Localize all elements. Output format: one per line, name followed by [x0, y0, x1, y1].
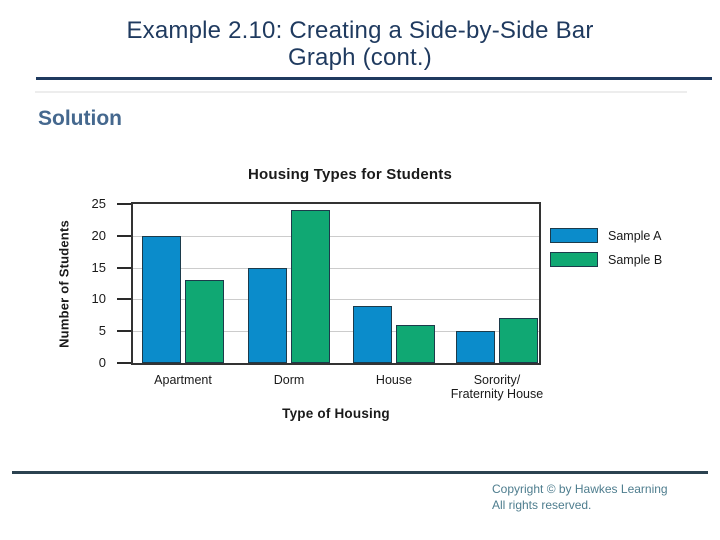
y-tick — [117, 266, 131, 269]
category-label: Sorority/Fraternity House — [450, 373, 544, 401]
bar-sample-b-1 — [291, 210, 330, 363]
plot-area — [131, 202, 541, 365]
title-underline — [36, 77, 712, 80]
y-tick-label: 0 — [98, 355, 106, 370]
slide-title: Example 2.10: Creating a Side-by-Side Ba… — [0, 17, 720, 71]
bar-sample-a-0 — [142, 236, 181, 363]
slide-title-line2: Graph (cont.) — [288, 44, 432, 71]
gridline — [133, 331, 539, 333]
y-tick-label: 25 — [91, 196, 106, 211]
category-label: House — [375, 373, 413, 387]
y-tick — [117, 203, 131, 205]
y-tick-label: 10 — [91, 291, 106, 307]
bar-sample-b-3 — [499, 318, 538, 363]
gridline — [133, 267, 539, 269]
copyright-line1: Copyright © by Hawkes Learning — [492, 482, 668, 496]
y-tick — [117, 362, 131, 364]
slide-title-line1: Example 2.10: Creating a Side-by-Side Ba… — [126, 17, 594, 44]
y-tick-label: 15 — [91, 259, 106, 275]
copyright-line2: All rights reserved. — [492, 497, 592, 512]
legend-swatch-sample-b — [550, 252, 598, 267]
legend-swatch-sample-a — [550, 228, 598, 243]
bar-sample-b-2 — [396, 325, 435, 363]
chart-title: Housing Types for Students — [247, 166, 453, 183]
bar-sample-b-0 — [185, 280, 224, 363]
footer-divider — [12, 471, 708, 474]
bar-sample-a-3 — [456, 331, 495, 363]
faint-divider — [35, 91, 687, 93]
copyright-text: Copyright © by Hawkes Learning All right… — [492, 482, 668, 513]
x-axis-title: Type of Housing — [282, 406, 390, 421]
y-tick-label: 20 — [91, 227, 106, 243]
gridline — [133, 235, 539, 237]
bar-sample-a-1 — [248, 268, 287, 363]
bar-sample-a-2 — [353, 306, 392, 363]
y-tick — [117, 330, 131, 333]
y-tick — [117, 298, 131, 301]
y-tick-label: 5 — [98, 323, 106, 339]
y-axis-title: Number of Students — [56, 220, 72, 348]
legend-label: Sample B — [608, 253, 663, 267]
category-label: Dorm — [273, 373, 305, 387]
gridline — [133, 299, 539, 301]
category-label: Apartment — [154, 373, 212, 387]
legend-label: Sample A — [608, 229, 662, 243]
solution-heading: Solution — [38, 107, 122, 130]
y-tick — [117, 234, 131, 237]
